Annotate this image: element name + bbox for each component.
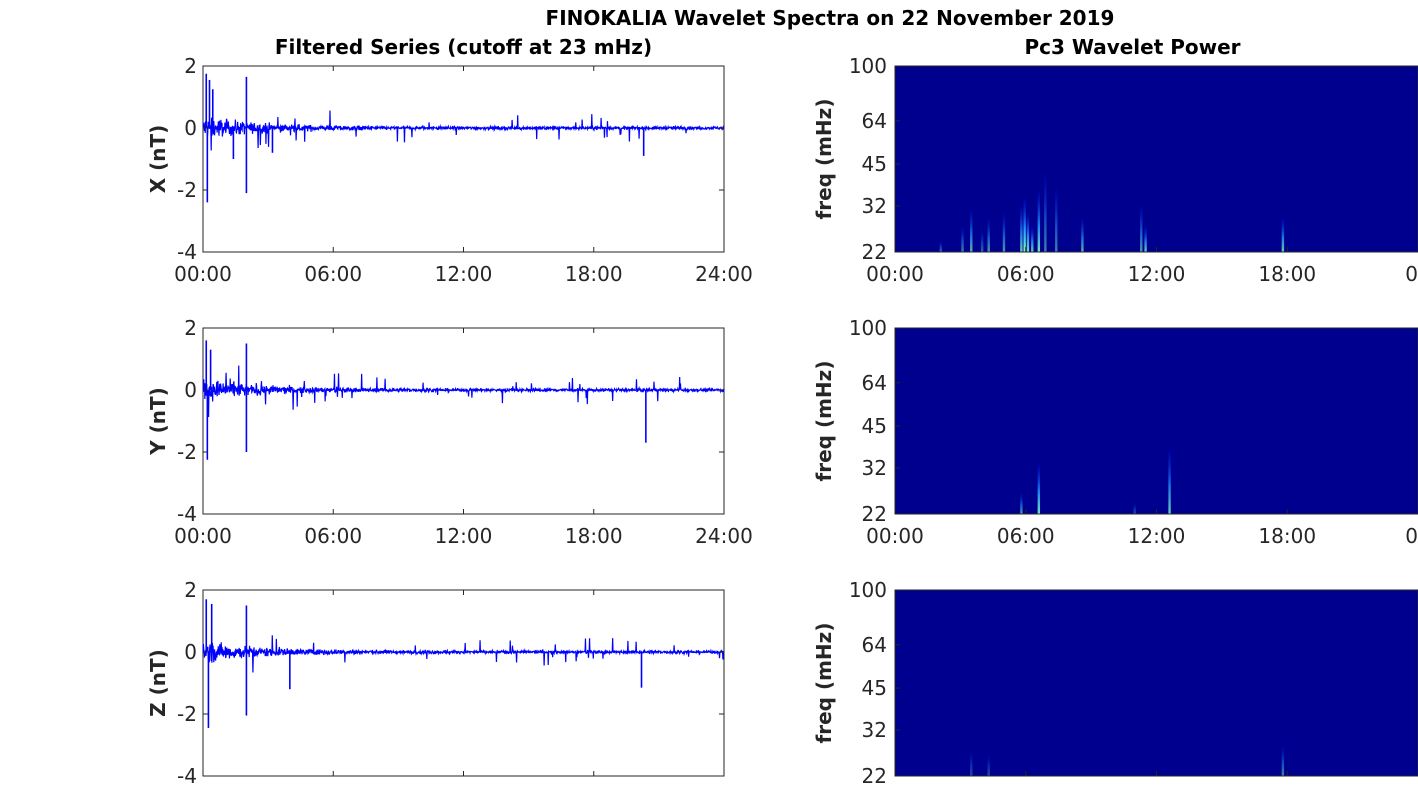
x-tick-label: 12:00 (435, 524, 493, 548)
y-tick-label: 0 (184, 116, 197, 140)
power-burst (1037, 191, 1041, 252)
wavelet-panel-wavelet-z: 100 64 45 32 22 freq (mHz) (812, 578, 1418, 788)
panel-title: Pc3 Wavelet Power (1024, 35, 1240, 59)
y-axis-label: freq (mHz) (812, 99, 836, 220)
y-tick-label: -2 (177, 702, 197, 726)
power-burst (970, 750, 973, 776)
y-tick-label: 2 (184, 54, 197, 78)
y-tick-label: -4 (177, 764, 197, 788)
y-tick-label: 32 (862, 718, 887, 742)
y-tick-label: -4 (177, 502, 197, 526)
y-tick-label: 22 (862, 764, 887, 788)
power-burst (1081, 218, 1084, 252)
x-tick-label: 00 (1405, 262, 1418, 286)
y-tick-label: 64 (862, 371, 887, 395)
x-tick-label: 24:00 (695, 524, 753, 548)
y-tick-label: 32 (862, 194, 887, 218)
filtered-panel-filtered-z: 2 0 -2 -4 Z (nT) (146, 578, 725, 788)
y-tick-label: 100 (849, 316, 887, 340)
y-tick-label: 0 (184, 378, 197, 402)
spectrum-background (895, 590, 1418, 776)
y-tick-label: 22 (862, 240, 887, 264)
series-line (202, 635, 725, 673)
power-burst (1026, 213, 1030, 252)
spectrum-background (895, 66, 1418, 252)
power-burst (1281, 218, 1285, 252)
power-burst (1044, 172, 1047, 252)
x-tick-label: 06:00 (997, 524, 1055, 548)
y-tick-label: 22 (862, 502, 887, 526)
y-axis-label: Y (nT) (146, 387, 170, 456)
x-tick-label: 00 (1405, 524, 1418, 548)
power-burst (961, 226, 964, 252)
x-tick-label: 12:00 (1128, 524, 1186, 548)
x-tick-label: 18:00 (1258, 262, 1316, 286)
y-tick-label: 2 (184, 316, 197, 340)
x-tick-label: 06:00 (304, 524, 362, 548)
y-tick-label: 45 (862, 676, 887, 700)
y-tick-label: -2 (177, 440, 197, 464)
x-tick-label: 18:00 (565, 524, 623, 548)
x-tick-label: 00:00 (174, 524, 232, 548)
y-axis-label: freq (mHz) (812, 361, 836, 482)
power-burst (1140, 205, 1143, 252)
y-tick-label: 100 (849, 54, 887, 78)
power-burst (1023, 198, 1026, 252)
panels: 20-2-400:00 06:00 12:00 18:00 24:00X (nT)Fil… (146, 35, 1418, 788)
y-tick-label: 32 (862, 456, 887, 480)
y-tick-label: 64 (862, 109, 887, 133)
x-tick-label: 24:00 (695, 262, 753, 286)
y-axis-label: Z (nT) (146, 649, 170, 717)
panel-title: Filtered Series (cutoff at 23 mHz) (275, 35, 652, 59)
power-burst (1055, 188, 1058, 252)
y-tick-label: -2 (177, 178, 197, 202)
filtered-panel-filtered-x: 2 0 -2 -400:00 06:00 12:00 18:00 24:00 X (nT) Fil… (146, 35, 753, 286)
power-burst (1281, 746, 1285, 776)
power-burst (1020, 205, 1023, 252)
y-axis-label: X (nT) (146, 125, 170, 194)
y-tick-label: -4 (177, 240, 197, 264)
spectrum-background (895, 328, 1418, 514)
x-tick-label: 18:00 (1258, 524, 1316, 548)
x-tick-label: 00:00 (866, 524, 924, 548)
y-axis-label: freq (mHz) (812, 623, 836, 744)
plot-area (202, 327, 725, 515)
x-tick-label: 00:00 (174, 262, 232, 286)
power-burst (1037, 464, 1041, 514)
power-burst (980, 231, 984, 252)
x-tick-label: 00:00 (866, 262, 924, 286)
power-burst (1020, 493, 1023, 514)
y-tick-label: 2 (184, 578, 197, 602)
x-tick-label: 18:00 (565, 262, 623, 286)
y-tick-label: 0 (184, 640, 197, 664)
power-burst (987, 218, 990, 252)
power-burst (1031, 226, 1034, 252)
power-burst (1133, 503, 1136, 514)
x-tick-label: 06:00 (997, 262, 1055, 286)
filtered-panel-filtered-y: 2 0 -2 -400:00 06:00 12:00 18:00 24:00 Y (nT) (146, 316, 753, 548)
y-tick-label: 64 (862, 633, 887, 657)
power-burst (1144, 226, 1147, 252)
y-tick-label: 100 (849, 578, 887, 602)
x-tick-label: 06:00 (304, 262, 362, 286)
x-tick-label: 12:00 (1128, 262, 1186, 286)
y-tick-label: 45 (862, 414, 887, 438)
power-burst (970, 209, 973, 252)
y-tick-label: 45 (862, 152, 887, 176)
plot-area (202, 65, 725, 253)
power-burst (1168, 450, 1171, 514)
power-burst (987, 755, 990, 776)
figure-title: FINOKALIA Wavelet Spectra on 22 November… (546, 6, 1115, 30)
series-line (202, 110, 725, 151)
x-tick-label: 12:00 (435, 262, 493, 286)
power-burst (1002, 213, 1006, 252)
series-line (202, 365, 725, 417)
power-burst (939, 241, 942, 252)
plot-area (202, 589, 725, 777)
